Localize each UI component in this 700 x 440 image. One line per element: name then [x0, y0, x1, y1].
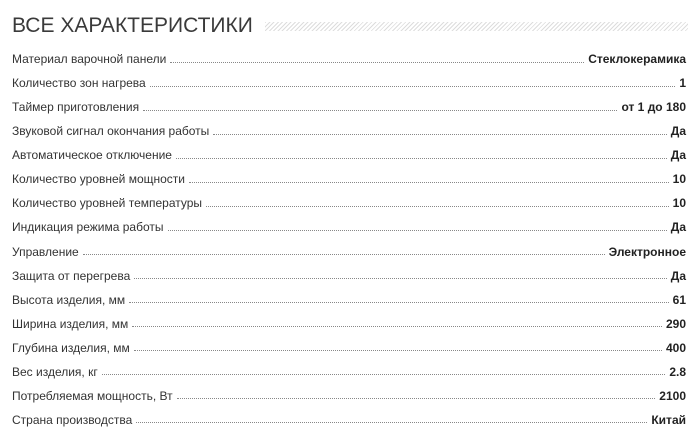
spec-value: 10	[672, 196, 686, 211]
spec-row: Автоматическое отключение Да	[12, 143, 686, 167]
spec-value: от 1 до 180	[621, 100, 686, 115]
spec-label: Потребляемая мощность, Вт	[12, 388, 173, 403]
spec-label: Вес изделия, кг	[12, 364, 98, 379]
spec-label: Количество уровней температуры	[12, 196, 203, 211]
spec-label: Звуковой сигнал окончания работы	[12, 124, 210, 139]
spec-label: Ширина изделия, мм	[12, 316, 129, 331]
spec-value: Да	[670, 124, 686, 139]
spec-label: Защита от перегрева	[12, 268, 131, 283]
spec-row: Вес изделия, кг 2.8	[12, 360, 686, 384]
spec-row: Глубина изделия, мм 400	[12, 336, 686, 360]
spec-value: Электронное	[608, 244, 686, 259]
dot-leader	[170, 61, 585, 63]
dot-leader	[206, 205, 669, 207]
section-title: ВСЕ ХАРАКТЕРИСТИКИ	[12, 14, 253, 37]
dot-leader	[175, 157, 667, 159]
dot-leader	[82, 254, 605, 256]
dot-leader	[132, 326, 662, 328]
spec-value: 290	[665, 316, 686, 331]
spec-row: Потребляемая мощность, Вт 2100	[12, 384, 686, 408]
spec-label: Глубина изделия, мм	[12, 340, 130, 355]
dot-leader	[101, 374, 666, 376]
spec-value: Китай	[651, 412, 686, 427]
spec-row: Страна производства Китай	[12, 408, 686, 432]
spec-label: Автоматическое отключение	[12, 148, 172, 163]
dot-leader	[213, 133, 667, 135]
dot-leader	[129, 302, 669, 304]
spec-value: Да	[670, 148, 686, 163]
spec-row: Высота изделия, мм 61	[12, 288, 686, 312]
spec-value: 10	[672, 172, 686, 187]
spec-label: Количество зон нагрева	[12, 76, 146, 91]
spec-label: Индикация режима работы	[12, 220, 164, 235]
spec-row: Таймер приготовления от 1 до 180	[12, 95, 686, 119]
spec-row: Материал варочной панели Стеклокерамика	[12, 47, 686, 71]
spec-value: 61	[672, 292, 686, 307]
spec-row: Ширина изделия, мм 290	[12, 312, 686, 336]
section-header: ВСЕ ХАРАКТЕРИСТИКИ	[12, 14, 688, 38]
spec-value: Да	[670, 268, 686, 283]
dot-leader	[134, 278, 667, 280]
spec-value: 2100	[659, 388, 686, 403]
spec-row: Количество зон нагрева 1	[12, 71, 686, 95]
dot-leader	[143, 109, 618, 111]
spec-row: Количество уровней мощности 10	[12, 167, 686, 191]
spec-value: 1	[679, 76, 686, 91]
spec-label: Количество уровней мощности	[12, 172, 185, 187]
spec-row: Звуковой сигнал окончания работы Да	[12, 119, 686, 143]
spec-row: Управление Электронное	[12, 240, 686, 264]
spec-label: Страна производства	[12, 412, 133, 427]
dot-leader	[136, 422, 648, 424]
spec-label: Материал варочной панели	[12, 52, 167, 67]
spec-label: Высота изделия, мм	[12, 292, 126, 307]
specs-list: Материал варочной панели Стеклокерамика Ко…	[12, 47, 686, 432]
spec-row: Индикация режима работы Да	[12, 215, 686, 239]
spec-value: 2.8	[669, 364, 686, 379]
spec-row: Защита от перегрева Да	[12, 264, 686, 288]
spec-value: Стеклокерамика	[588, 52, 686, 67]
spec-label: Таймер приготовления	[12, 100, 140, 115]
dot-leader	[149, 85, 676, 87]
dot-leader	[176, 398, 656, 400]
spec-label: Управление	[12, 244, 79, 259]
dot-leader	[189, 181, 669, 183]
spec-value: 400	[665, 340, 686, 355]
spec-row: Количество уровней температуры 10	[12, 191, 686, 215]
hatch-divider	[264, 21, 688, 31]
spec-value: Да	[670, 220, 686, 235]
dot-leader	[133, 350, 662, 352]
dot-leader	[167, 229, 667, 231]
